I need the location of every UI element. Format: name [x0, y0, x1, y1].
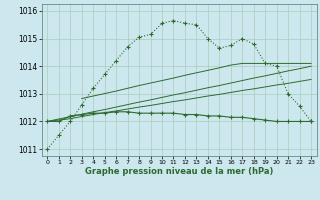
X-axis label: Graphe pression niveau de la mer (hPa): Graphe pression niveau de la mer (hPa) [85, 167, 273, 176]
